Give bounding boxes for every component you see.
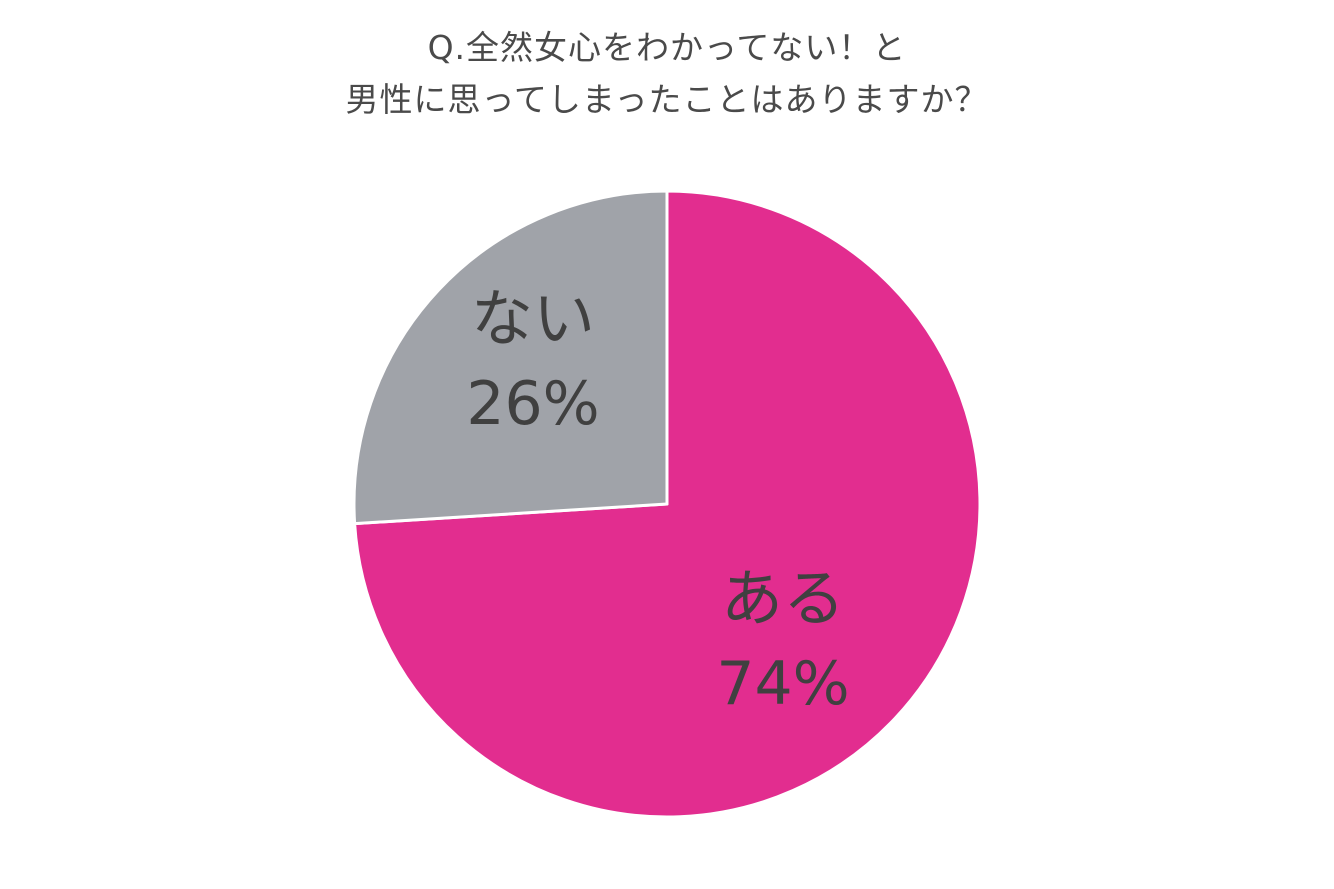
pie-slices [352, 189, 982, 819]
chart-title: Q.全然女心をわかってない！と 男性に思ってしまったことはありますか？ [0, 22, 1334, 126]
slice-value-nai: 26% [466, 369, 599, 439]
pie-labels: ある 74% ない 26% [466, 282, 849, 719]
chart-title-line-1: Q.全然女心をわかってない！と [427, 28, 907, 67]
slice-label-nai: ない [471, 282, 595, 355]
slice-nai [352, 189, 669, 526]
slice-value-aru: 74% [716, 649, 849, 719]
slice-label-aru: ある [721, 562, 845, 635]
chart-title-line-2: 男性に思ってしまったことはありますか？ [345, 80, 989, 119]
